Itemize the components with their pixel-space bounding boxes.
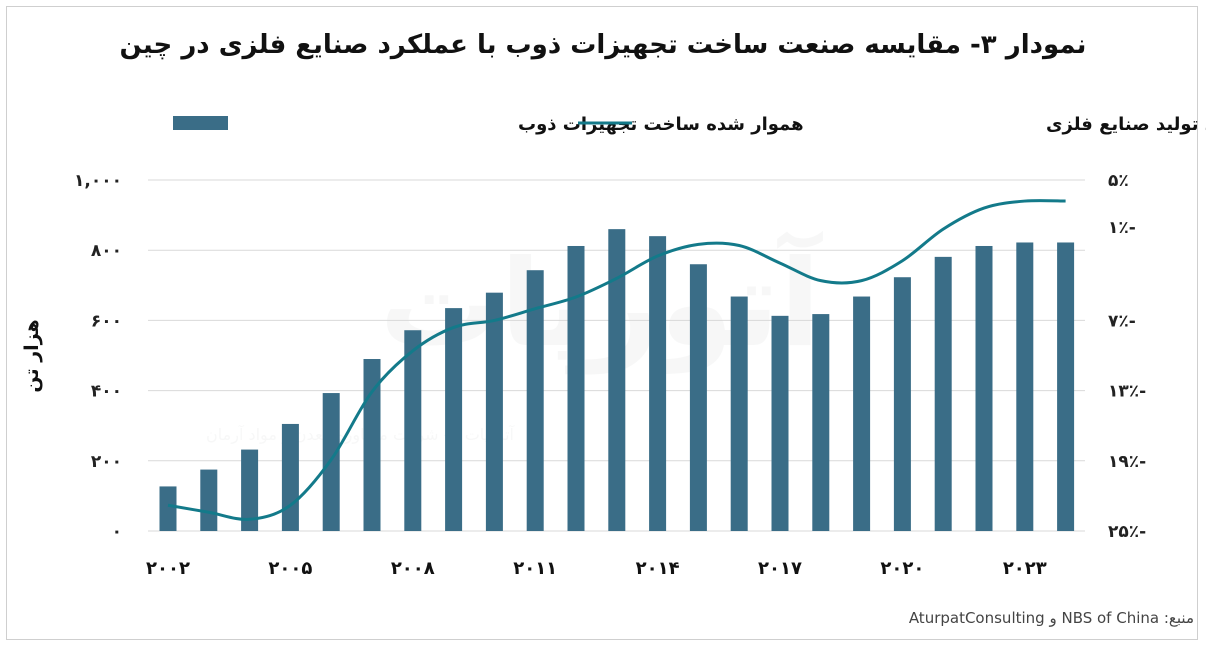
x-tick-label: ۲۰۱۱ <box>513 558 557 579</box>
x-tick-label: ۲۰۰۵ <box>268 558 312 579</box>
y2-tick-label: ۷٪- <box>1108 311 1136 331</box>
bar <box>934 256 952 531</box>
y2-tick-label: ۱۳٪- <box>1108 382 1146 402</box>
y-tick-label: ۲۰۰ <box>91 452 122 472</box>
bar <box>159 486 177 531</box>
y-tick-label: ۴۰۰ <box>91 382 122 402</box>
y-tick-label: ۰ <box>112 522 122 542</box>
bar <box>812 314 830 531</box>
bar <box>445 308 463 531</box>
y2-tick-label: ۱۹٪- <box>1108 452 1146 472</box>
bar <box>567 245 585 531</box>
y-tick-label: ۶۰۰ <box>91 311 122 331</box>
bar <box>771 315 789 531</box>
bar <box>1057 242 1075 531</box>
bar <box>404 330 422 531</box>
x-tick-label: ۲۰۲۰ <box>880 558 924 579</box>
bar <box>200 469 218 531</box>
y-tick-label: ۱,۰۰۰ <box>74 171 122 191</box>
legend-bar-swatch <box>173 116 228 130</box>
bar <box>608 229 626 531</box>
chart-frame <box>6 6 1198 640</box>
source-note: منبع: NBS of China و AturpatConsulting <box>908 609 1194 627</box>
y2-tick-label: ۱٪- <box>1108 218 1136 238</box>
x-tick-label: ۲۰۲۳ <box>1003 558 1047 579</box>
x-tick-label: ۲۰۱۷ <box>758 558 802 579</box>
y-axis-label: هزار تن <box>21 319 43 392</box>
bar <box>526 270 544 531</box>
legend-bar-label: هموار شده ساخت تجهیزات ذوب <box>518 114 804 135</box>
x-tick-label: ۲۰۱۴ <box>636 558 680 579</box>
bar <box>893 277 911 531</box>
bar <box>689 264 707 531</box>
x-tick-label: ۲۰۰۲ <box>146 558 190 579</box>
bar <box>281 423 299 531</box>
watermark-text: آتورپات — شرکت مشاوره معدن و مواد آرمان <box>206 425 515 445</box>
bar <box>1016 242 1034 531</box>
bar <box>730 296 748 531</box>
y2-tick-label: ۵٪ <box>1108 171 1129 191</box>
chart-title: نمودار ۳- مقایسه صنعت ساخت تجهیزات ذوب ب… <box>119 30 1087 60</box>
y2-tick-label: ۲۵٪- <box>1108 522 1146 542</box>
bar <box>853 296 871 531</box>
bar <box>241 449 259 531</box>
series-line <box>167 199 1066 521</box>
legend-line-label: معکوس روند هموار شده رشد تولید صنایع فلز… <box>1046 114 1206 135</box>
bar <box>649 236 667 531</box>
bar <box>363 359 381 531</box>
x-tick-label: ۲۰۰۸ <box>391 558 435 579</box>
bar <box>485 292 503 531</box>
y-tick-label: ۸۰۰ <box>91 241 122 261</box>
bar <box>975 245 993 531</box>
